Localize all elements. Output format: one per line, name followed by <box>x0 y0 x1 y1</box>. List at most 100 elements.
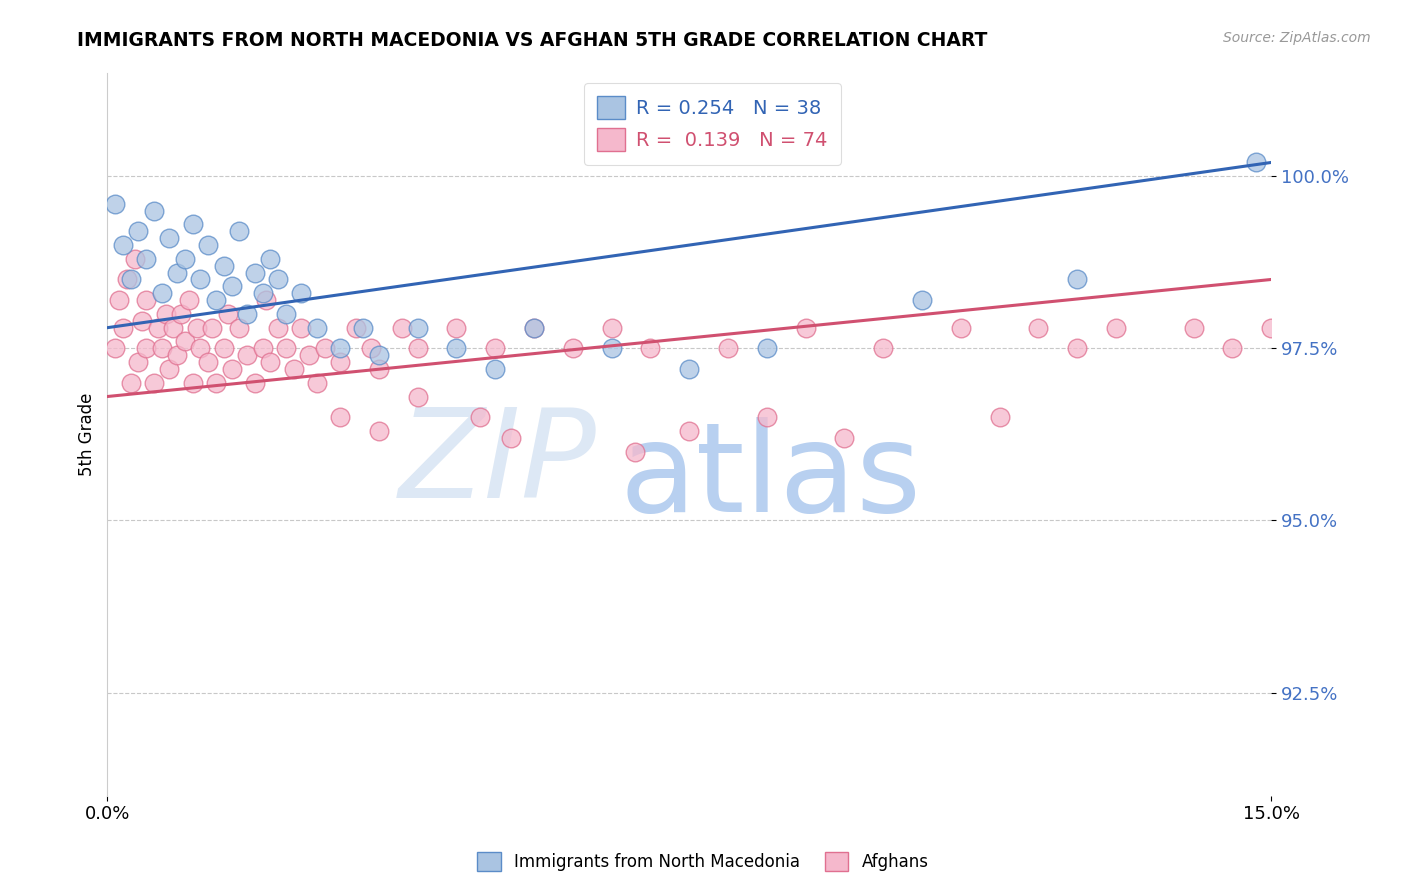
Point <box>174 252 197 266</box>
Point <box>212 341 235 355</box>
Point <box>360 341 382 355</box>
Point <box>181 376 204 390</box>
Point <box>290 286 312 301</box>
Point <box>367 424 389 438</box>
Point <box>108 293 131 307</box>
Point <box>155 307 177 321</box>
Point <box>446 320 468 334</box>
Point <box>259 252 281 266</box>
Point <box>124 252 146 266</box>
Point <box>111 320 134 334</box>
Point <box>221 362 243 376</box>
Point <box>446 341 468 355</box>
Point <box>717 341 740 355</box>
Point <box>1066 272 1088 286</box>
Point <box>115 272 138 286</box>
Point <box>135 293 157 307</box>
Point <box>523 320 546 334</box>
Point <box>305 376 328 390</box>
Point <box>872 341 894 355</box>
Point <box>600 341 623 355</box>
Point <box>170 307 193 321</box>
Point <box>484 341 506 355</box>
Point <box>523 320 546 334</box>
Point <box>406 341 429 355</box>
Point <box>1244 155 1267 169</box>
Point <box>131 314 153 328</box>
Point <box>135 252 157 266</box>
Point <box>678 424 700 438</box>
Point <box>201 320 224 334</box>
Point <box>329 355 352 369</box>
Point <box>834 431 856 445</box>
Point <box>142 376 165 390</box>
Point <box>344 320 367 334</box>
Point <box>254 293 277 307</box>
Point <box>120 376 142 390</box>
Point <box>205 293 228 307</box>
Point <box>243 266 266 280</box>
Point <box>367 348 389 362</box>
Point <box>352 320 374 334</box>
Point <box>150 286 173 301</box>
Point <box>406 320 429 334</box>
Text: ZIP: ZIP <box>398 403 596 524</box>
Point <box>190 341 212 355</box>
Point <box>274 341 297 355</box>
Point <box>468 410 491 425</box>
Point <box>499 431 522 445</box>
Point <box>367 362 389 376</box>
Point <box>283 362 305 376</box>
Point <box>267 272 290 286</box>
Point <box>166 348 188 362</box>
Point <box>127 224 149 238</box>
Point <box>221 279 243 293</box>
Point <box>274 307 297 321</box>
Point <box>600 320 623 334</box>
Point <box>1105 320 1128 334</box>
Point <box>104 341 127 355</box>
Point <box>111 238 134 252</box>
Point <box>135 341 157 355</box>
Point <box>911 293 934 307</box>
Point <box>177 293 200 307</box>
Point <box>624 444 647 458</box>
Point <box>1220 341 1243 355</box>
Text: IMMIGRANTS FROM NORTH MACEDONIA VS AFGHAN 5TH GRADE CORRELATION CHART: IMMIGRANTS FROM NORTH MACEDONIA VS AFGHA… <box>77 31 987 50</box>
Point <box>197 355 219 369</box>
Point <box>314 341 336 355</box>
Point <box>146 320 169 334</box>
Y-axis label: 5th Grade: 5th Grade <box>79 392 96 476</box>
Point <box>120 272 142 286</box>
Point <box>150 341 173 355</box>
Point <box>190 272 212 286</box>
Point <box>205 376 228 390</box>
Point <box>159 362 181 376</box>
Point <box>640 341 662 355</box>
Point <box>949 320 972 334</box>
Legend: R = 0.254   N = 38, R =  0.139   N = 74: R = 0.254 N = 38, R = 0.139 N = 74 <box>583 83 841 164</box>
Point <box>406 390 429 404</box>
Point <box>228 224 250 238</box>
Point <box>755 410 778 425</box>
Point <box>1182 320 1205 334</box>
Point <box>329 410 352 425</box>
Point <box>252 341 274 355</box>
Point <box>186 320 208 334</box>
Point <box>1066 341 1088 355</box>
Point <box>174 334 197 349</box>
Point <box>217 307 239 321</box>
Text: atlas: atlas <box>620 417 921 538</box>
Point <box>162 320 184 334</box>
Point <box>236 307 259 321</box>
Text: Source: ZipAtlas.com: Source: ZipAtlas.com <box>1223 31 1371 45</box>
Point <box>561 341 583 355</box>
Point <box>181 218 204 232</box>
Point <box>290 320 312 334</box>
Point <box>228 320 250 334</box>
Point <box>127 355 149 369</box>
Point <box>988 410 1011 425</box>
Point <box>391 320 413 334</box>
Legend: Immigrants from North Macedonia, Afghans: Immigrants from North Macedonia, Afghans <box>470 843 936 880</box>
Point <box>104 196 127 211</box>
